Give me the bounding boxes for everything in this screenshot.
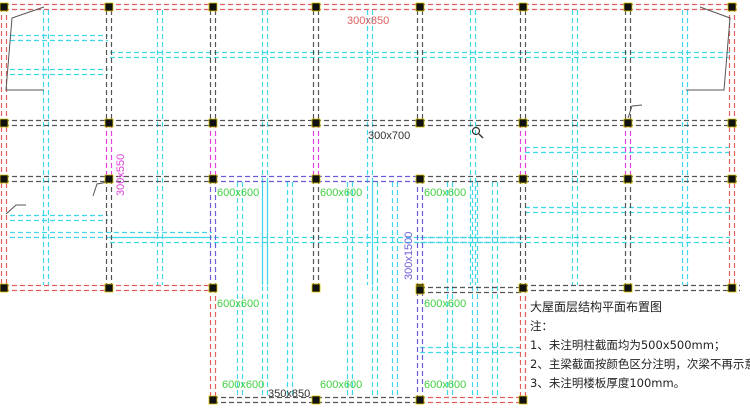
column-label-600x600: 600x600 xyxy=(320,187,362,199)
column xyxy=(311,283,321,293)
column xyxy=(415,174,425,184)
stair-outline xyxy=(627,104,643,119)
stair-outline xyxy=(686,6,731,91)
column xyxy=(311,395,321,405)
beam-label-350x850: 350x850 xyxy=(268,388,310,400)
column xyxy=(0,174,9,184)
column-label-600x600: 600x600 xyxy=(320,379,362,391)
stair-outline xyxy=(5,204,26,215)
column xyxy=(415,118,425,128)
column xyxy=(208,174,218,184)
note-item: 1、未注明柱截面均为500x500mm； xyxy=(530,338,726,352)
column-label-600x600: 600x600 xyxy=(217,187,259,199)
column xyxy=(208,2,218,12)
column xyxy=(104,174,114,184)
column xyxy=(311,174,321,184)
magnifier-icon xyxy=(478,133,484,139)
beam-label-300x550: 300x550 xyxy=(115,154,127,196)
column xyxy=(623,174,633,184)
column xyxy=(0,118,9,128)
magnifier-icon xyxy=(471,126,481,136)
column xyxy=(623,118,633,128)
column-label-600x600: 600x600 xyxy=(424,187,466,199)
notes-heading: 注： xyxy=(530,319,553,333)
beam-label-300x850: 300x850 xyxy=(347,15,389,27)
column xyxy=(518,2,528,12)
column-label-600x600: 600x600 xyxy=(424,298,466,310)
column xyxy=(104,2,114,12)
column xyxy=(623,283,633,293)
column xyxy=(727,2,737,12)
stair-outline xyxy=(92,181,109,197)
column xyxy=(0,2,9,12)
column xyxy=(518,174,528,184)
column xyxy=(311,2,321,12)
column xyxy=(727,283,737,293)
column xyxy=(208,283,218,293)
stair-outline xyxy=(5,6,45,91)
beam-label-300x700: 300x700 xyxy=(368,130,410,142)
beam-label-300x1500: 300x1500 xyxy=(403,232,415,280)
drawing-title: 大屋面层结构平面布置图 xyxy=(530,300,663,314)
note-item: 2、主梁截面按颜色区分注明，次梁不再示意 xyxy=(530,357,750,371)
note-item: 3、未注明楼板厚度100mm。 xyxy=(530,376,686,390)
column xyxy=(208,395,218,405)
column xyxy=(104,118,114,128)
column xyxy=(518,118,528,128)
column xyxy=(727,118,737,128)
column-label-600x600: 600x600 xyxy=(217,298,259,310)
column xyxy=(518,395,528,405)
column xyxy=(415,395,425,405)
column-label-600x600: 600x600 xyxy=(424,379,466,391)
column xyxy=(623,2,633,12)
column xyxy=(104,283,114,293)
column xyxy=(518,283,528,293)
column-label-600x600: 600x600 xyxy=(222,379,264,391)
drawing-notes: 大屋面层结构平面布置图 注： 1、未注明柱截面均为500x500mm； 2、主梁… xyxy=(530,298,750,393)
column xyxy=(0,283,9,293)
column xyxy=(208,118,218,128)
column xyxy=(727,174,737,184)
column xyxy=(311,118,321,128)
column xyxy=(415,2,425,12)
column xyxy=(415,285,425,295)
